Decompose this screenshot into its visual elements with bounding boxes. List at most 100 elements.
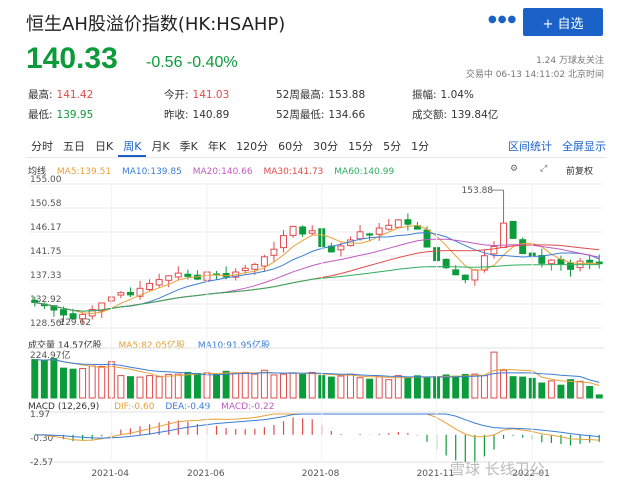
tab-60min[interactable]: 60分 bbox=[278, 140, 304, 153]
tab-daily[interactable]: 日K bbox=[95, 140, 114, 153]
candle-body bbox=[165, 275, 173, 281]
volume-bar bbox=[31, 359, 39, 399]
dif-line bbox=[34, 413, 600, 441]
volume-bar bbox=[327, 376, 335, 399]
tab-15min[interactable]: 15分 bbox=[348, 140, 374, 153]
adjust-mode-select[interactable]: 前复权 bbox=[566, 167, 594, 177]
macd-tick-label: 1.97 bbox=[30, 410, 50, 420]
volume-label: 成交量 14.57亿股 bbox=[28, 341, 102, 351]
volume-bar bbox=[413, 375, 421, 399]
tab-quarterly[interactable]: 季K bbox=[179, 140, 198, 153]
volume-bar bbox=[88, 365, 96, 399]
candle-body bbox=[471, 269, 479, 281]
volume-bar bbox=[347, 373, 354, 399]
tab-30min[interactable]: 30分 bbox=[313, 140, 339, 153]
volume-bar bbox=[241, 371, 249, 399]
macd-label: MACD (12,26,9) bbox=[28, 402, 100, 412]
volume-bar bbox=[213, 374, 221, 399]
stat-low: 最低: 139.95 bbox=[28, 109, 94, 121]
stat-open: 今开: 141.03 bbox=[164, 89, 230, 101]
volume-bar bbox=[60, 367, 67, 399]
macd-value-legend: MACD:-0.22 bbox=[221, 402, 275, 412]
volume-bar bbox=[500, 369, 508, 399]
tab-1min[interactable]: 1分 bbox=[411, 140, 430, 153]
volume-bar bbox=[251, 373, 259, 399]
current-price: 140.33 bbox=[26, 42, 118, 75]
tab-120min[interactable]: 120分 bbox=[236, 140, 269, 153]
volume-bar bbox=[519, 376, 527, 399]
volume-bar bbox=[404, 376, 412, 399]
x-tick-label: 2021-06 bbox=[187, 469, 225, 479]
page-title: 恒生AH股溢价指数(HK:HSAHP) bbox=[26, 14, 286, 35]
candle-body bbox=[289, 225, 297, 236]
volume-bar bbox=[155, 376, 163, 399]
volume-bar bbox=[136, 376, 144, 399]
candle-body bbox=[452, 269, 460, 276]
volume-bar bbox=[576, 380, 584, 399]
tab-5day[interactable]: 五日 bbox=[63, 140, 85, 153]
candle-body bbox=[98, 302, 106, 312]
candle-body bbox=[69, 313, 77, 320]
volume-bar bbox=[299, 374, 307, 399]
tab-intraday[interactable]: 分时 bbox=[31, 140, 53, 153]
trade-timestamp: 交易中 06-13 14:11:02 北京时间 bbox=[465, 70, 604, 80]
candle-body bbox=[490, 245, 498, 255]
y-tick-label: 128.50 bbox=[30, 319, 62, 329]
candle-body bbox=[126, 291, 134, 296]
candle-body bbox=[519, 239, 527, 255]
candle-body bbox=[174, 272, 182, 278]
fullscreen-button[interactable]: 全屏显示 bbox=[562, 140, 606, 153]
ma-legend: 均线 MA5:139.51 MA10:139.85 MA20:140.66 MA… bbox=[28, 164, 394, 177]
tab-yearly[interactable]: 年K bbox=[207, 140, 227, 153]
candle-body bbox=[375, 227, 383, 235]
vol-ma10-line bbox=[34, 359, 600, 383]
vol-ma10-legend: MA10:91.95亿股 bbox=[197, 341, 271, 351]
volume-bar bbox=[490, 351, 498, 399]
volume-bar bbox=[50, 358, 58, 399]
x-tick-label: 2022-01 bbox=[512, 469, 550, 479]
y-tick-label: 146.17 bbox=[30, 223, 62, 233]
volume-bar bbox=[98, 365, 106, 399]
settings-icon[interactable]: ⚙ bbox=[510, 164, 519, 174]
range-stats-button[interactable]: 区间统计 bbox=[508, 140, 552, 153]
volume-bar bbox=[385, 379, 393, 399]
macd-tick-label: -2.57 bbox=[30, 458, 53, 468]
tab-weekly[interactable]: 周K bbox=[118, 136, 147, 157]
volume-bar bbox=[260, 369, 268, 399]
chart-options-icon[interactable]: ⤢ bbox=[540, 164, 548, 174]
tab-5min[interactable]: 5分 bbox=[383, 140, 402, 153]
candle-body bbox=[136, 287, 144, 297]
tab-monthly[interactable]: 月K bbox=[151, 140, 170, 153]
volume-bar bbox=[165, 374, 173, 399]
volume-bar bbox=[366, 378, 374, 399]
candle-body bbox=[146, 282, 154, 290]
add-to-watchlist-button[interactable]: + 自选 bbox=[523, 8, 603, 36]
volume-bar bbox=[184, 371, 192, 399]
volume-bar bbox=[146, 375, 154, 399]
volume-bar bbox=[308, 371, 316, 399]
period-tabs: 分时 五日 日K 周K 月K 季K 年K 120分 60分 30分 15分 5分… bbox=[26, 136, 606, 158]
ma-legend-prefix: 均线 bbox=[28, 167, 47, 177]
volume-bar bbox=[375, 376, 383, 399]
candle-body bbox=[155, 279, 163, 286]
follower-count: 1.24 万球友关注 bbox=[536, 56, 604, 66]
candle-body bbox=[461, 274, 469, 281]
candle-body bbox=[299, 226, 307, 235]
candle-body bbox=[308, 230, 316, 234]
volume-bar bbox=[174, 373, 182, 399]
candle-body bbox=[117, 292, 125, 296]
more-icon[interactable]: ●●● bbox=[488, 14, 518, 25]
volume-bar bbox=[509, 376, 517, 399]
candle-body bbox=[184, 273, 192, 277]
price-change: -0.56 -0.40% bbox=[146, 54, 238, 71]
y-tick-label: 132.92 bbox=[30, 295, 62, 305]
dea-line bbox=[34, 413, 600, 439]
candle-body bbox=[79, 313, 87, 320]
volume-bar bbox=[337, 375, 345, 399]
volume-bar bbox=[280, 373, 287, 399]
candle-body bbox=[31, 299, 39, 303]
volume-bar bbox=[547, 380, 555, 399]
ma60-legend: MA60:140.99 bbox=[334, 167, 395, 177]
volume-bar bbox=[394, 375, 402, 399]
